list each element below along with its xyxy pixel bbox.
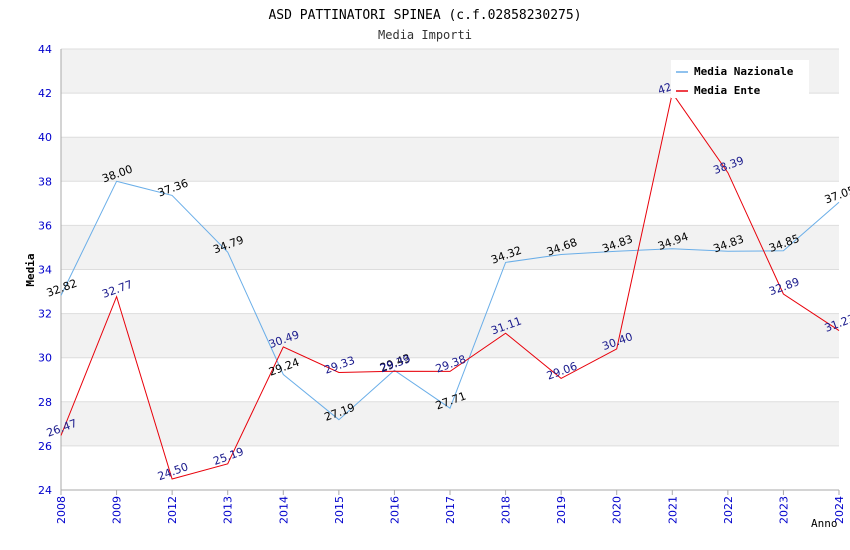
x-tick-label-2022: 2022 [722, 496, 735, 524]
grid-band [61, 225, 839, 270]
series-line-media-ente [60, 91, 840, 480]
chart-title: ASD PATTINATORI SPINEA (c.f.02858230275) [268, 8, 581, 23]
legend-box [671, 60, 809, 98]
x-tick-label-2016: 2016 [388, 496, 401, 524]
y-axis-label: Media [24, 253, 37, 286]
x-tick-label-2018: 2018 [500, 496, 513, 524]
x-tick-label-2015: 2015 [333, 496, 346, 524]
x-tick-label-2024: 2024 [833, 496, 846, 524]
x-tick-label-2023: 2023 [777, 496, 790, 524]
data-label-media-ente: 29.06 [545, 360, 579, 383]
x-tick-label-2014: 2014 [277, 496, 290, 524]
x-tick-label-2012: 2012 [166, 496, 179, 524]
x-axis-label: Anno [811, 517, 838, 530]
y-tick-label: 36 [38, 219, 52, 232]
data-label-media-ente: 25.19 [211, 445, 245, 468]
x-tick-label-2021: 2021 [666, 496, 679, 524]
grid-band [61, 137, 839, 182]
x-tick-label-2009: 2009 [111, 496, 124, 524]
legend-label-media-ente: Media Ente [694, 84, 761, 97]
y-tick-label: 30 [38, 352, 52, 365]
data-label-media-nazionale: 32.82 [45, 277, 79, 300]
x-tick-label-2017: 2017 [444, 496, 457, 524]
x-tick-label-2013: 2013 [222, 496, 235, 524]
y-tick-label: 32 [38, 308, 52, 321]
y-tick-label: 44 [38, 43, 52, 56]
x-axis-ticks: 2008 2009 2012 2013 2014 2015 2016 2017 2018 2019… [55, 490, 846, 524]
y-tick-label: 40 [38, 131, 52, 144]
legend: Media Nazionale Media Ente [671, 60, 809, 98]
grid-band [61, 313, 839, 358]
x-tick-label-2019: 2019 [555, 496, 568, 524]
series-line-media-nazionale [60, 180, 840, 421]
data-label-media-ente: 32.77 [100, 278, 134, 301]
x-tick-label-2008: 2008 [55, 496, 68, 524]
y-axis-ticks: 24 26 28 30 32 34 36 38 40 42 44 [38, 43, 52, 497]
y-tick-label: 42 [38, 87, 52, 100]
x-tick-label-2020: 2020 [611, 496, 624, 524]
y-tick-label: 24 [38, 484, 52, 497]
y-tick-label: 34 [38, 264, 52, 277]
legend-label-media-nazionale: Media Nazionale [694, 65, 794, 78]
data-label-media-nazionale: 37.05 [823, 183, 850, 206]
data-label-media-ente: 24.50 [156, 460, 190, 483]
chart-subtitle: Media Importi [378, 28, 472, 42]
plot-background [61, 49, 839, 446]
y-tick-label: 38 [38, 175, 52, 188]
y-tick-label: 26 [38, 440, 52, 453]
gridlines [61, 48, 839, 491]
series-lines [60, 91, 840, 480]
grid-band [61, 401, 839, 446]
y-tick-label: 28 [38, 396, 52, 409]
